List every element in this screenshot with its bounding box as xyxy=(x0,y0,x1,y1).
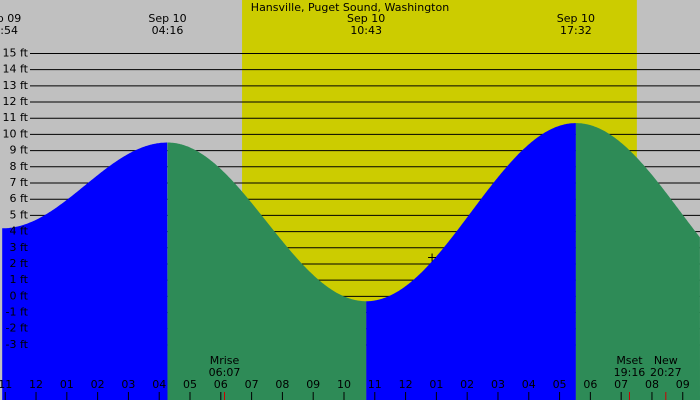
y-tick-label: 4 ft xyxy=(10,225,29,238)
tide-date: Sep 10 xyxy=(148,12,186,25)
falling-tide xyxy=(575,123,700,400)
tide-date: Sep 10 xyxy=(347,12,385,25)
y-tick-label: 10 ft xyxy=(3,127,29,140)
falling-tide xyxy=(167,142,367,400)
y-tick-label: 8 ft xyxy=(10,160,29,173)
tide-time: 04:16 xyxy=(152,24,184,37)
x-tick-label: 10 xyxy=(337,378,351,391)
moon-event: New xyxy=(654,354,678,367)
y-tick-label: 11 ft xyxy=(3,111,29,124)
x-tick-label: 06 xyxy=(583,378,597,391)
tide-time: 10:43 xyxy=(350,24,382,37)
y-tick-label: 0 ft xyxy=(10,289,29,302)
x-tick-label: 12 xyxy=(399,378,413,391)
tide-date: Sep 09 xyxy=(0,12,21,25)
x-tick-label: 09 xyxy=(306,378,320,391)
y-tick-label: 6 ft xyxy=(10,192,29,205)
x-tick-label: 03 xyxy=(121,378,135,391)
x-tick-label: 07 xyxy=(245,378,259,391)
x-tick-label: 11 xyxy=(368,378,382,391)
x-tick-label: 03 xyxy=(491,378,505,391)
x-tick-label: 04 xyxy=(522,378,536,391)
y-tick-label: 12 ft xyxy=(3,95,29,108)
y-tick-label: 14 ft xyxy=(3,63,29,76)
moon-time: 20:27 xyxy=(650,366,682,379)
x-tick-label: 06 xyxy=(214,378,228,391)
moon-time: 19:16 xyxy=(614,366,646,379)
x-tick-label: 08 xyxy=(645,378,659,391)
x-tick-label: 01 xyxy=(429,378,443,391)
now-marker xyxy=(428,253,437,262)
x-tick-label: 02 xyxy=(91,378,105,391)
x-tick-label: 05 xyxy=(553,378,567,391)
x-tick-label: 11 xyxy=(0,378,12,391)
x-tick-label: 01 xyxy=(60,378,74,391)
tide-time: 17:32 xyxy=(560,24,592,37)
y-tick-label: 2 ft xyxy=(10,257,29,270)
y-tick-label: 7 ft xyxy=(10,176,29,189)
y-tick-label: 13 ft xyxy=(3,79,29,92)
x-tick-label: 07 xyxy=(614,378,628,391)
y-tick-label: 5 ft xyxy=(10,208,29,221)
tide-date: Sep 10 xyxy=(557,12,595,25)
x-tick-label: 08 xyxy=(275,378,289,391)
x-tick-label: 12 xyxy=(29,378,43,391)
y-tick-label: 3 ft xyxy=(10,241,29,254)
tide-time: 22:54 xyxy=(0,24,18,37)
y-tick-label: -1 ft xyxy=(6,306,29,319)
x-tick-label: 02 xyxy=(460,378,474,391)
x-tick-label: 09 xyxy=(676,378,690,391)
rising-tide xyxy=(366,123,576,400)
moon-event: Mset xyxy=(616,354,643,367)
moon-time: 06:07 xyxy=(209,366,241,379)
x-tick-label: 05 xyxy=(183,378,197,391)
y-tick-label: -2 ft xyxy=(6,322,29,335)
moon-event: Mrise xyxy=(210,354,240,367)
rising-tide xyxy=(2,142,168,400)
y-tick-label: 15 ft xyxy=(3,46,29,59)
y-tick-label: 1 ft xyxy=(10,273,29,286)
chart-title: Hansville, Puget Sound, Washington xyxy=(251,1,449,14)
x-tick-label: 04 xyxy=(152,378,166,391)
y-tick-label: -3 ft xyxy=(6,338,29,351)
y-tick-label: 9 ft xyxy=(10,144,29,157)
